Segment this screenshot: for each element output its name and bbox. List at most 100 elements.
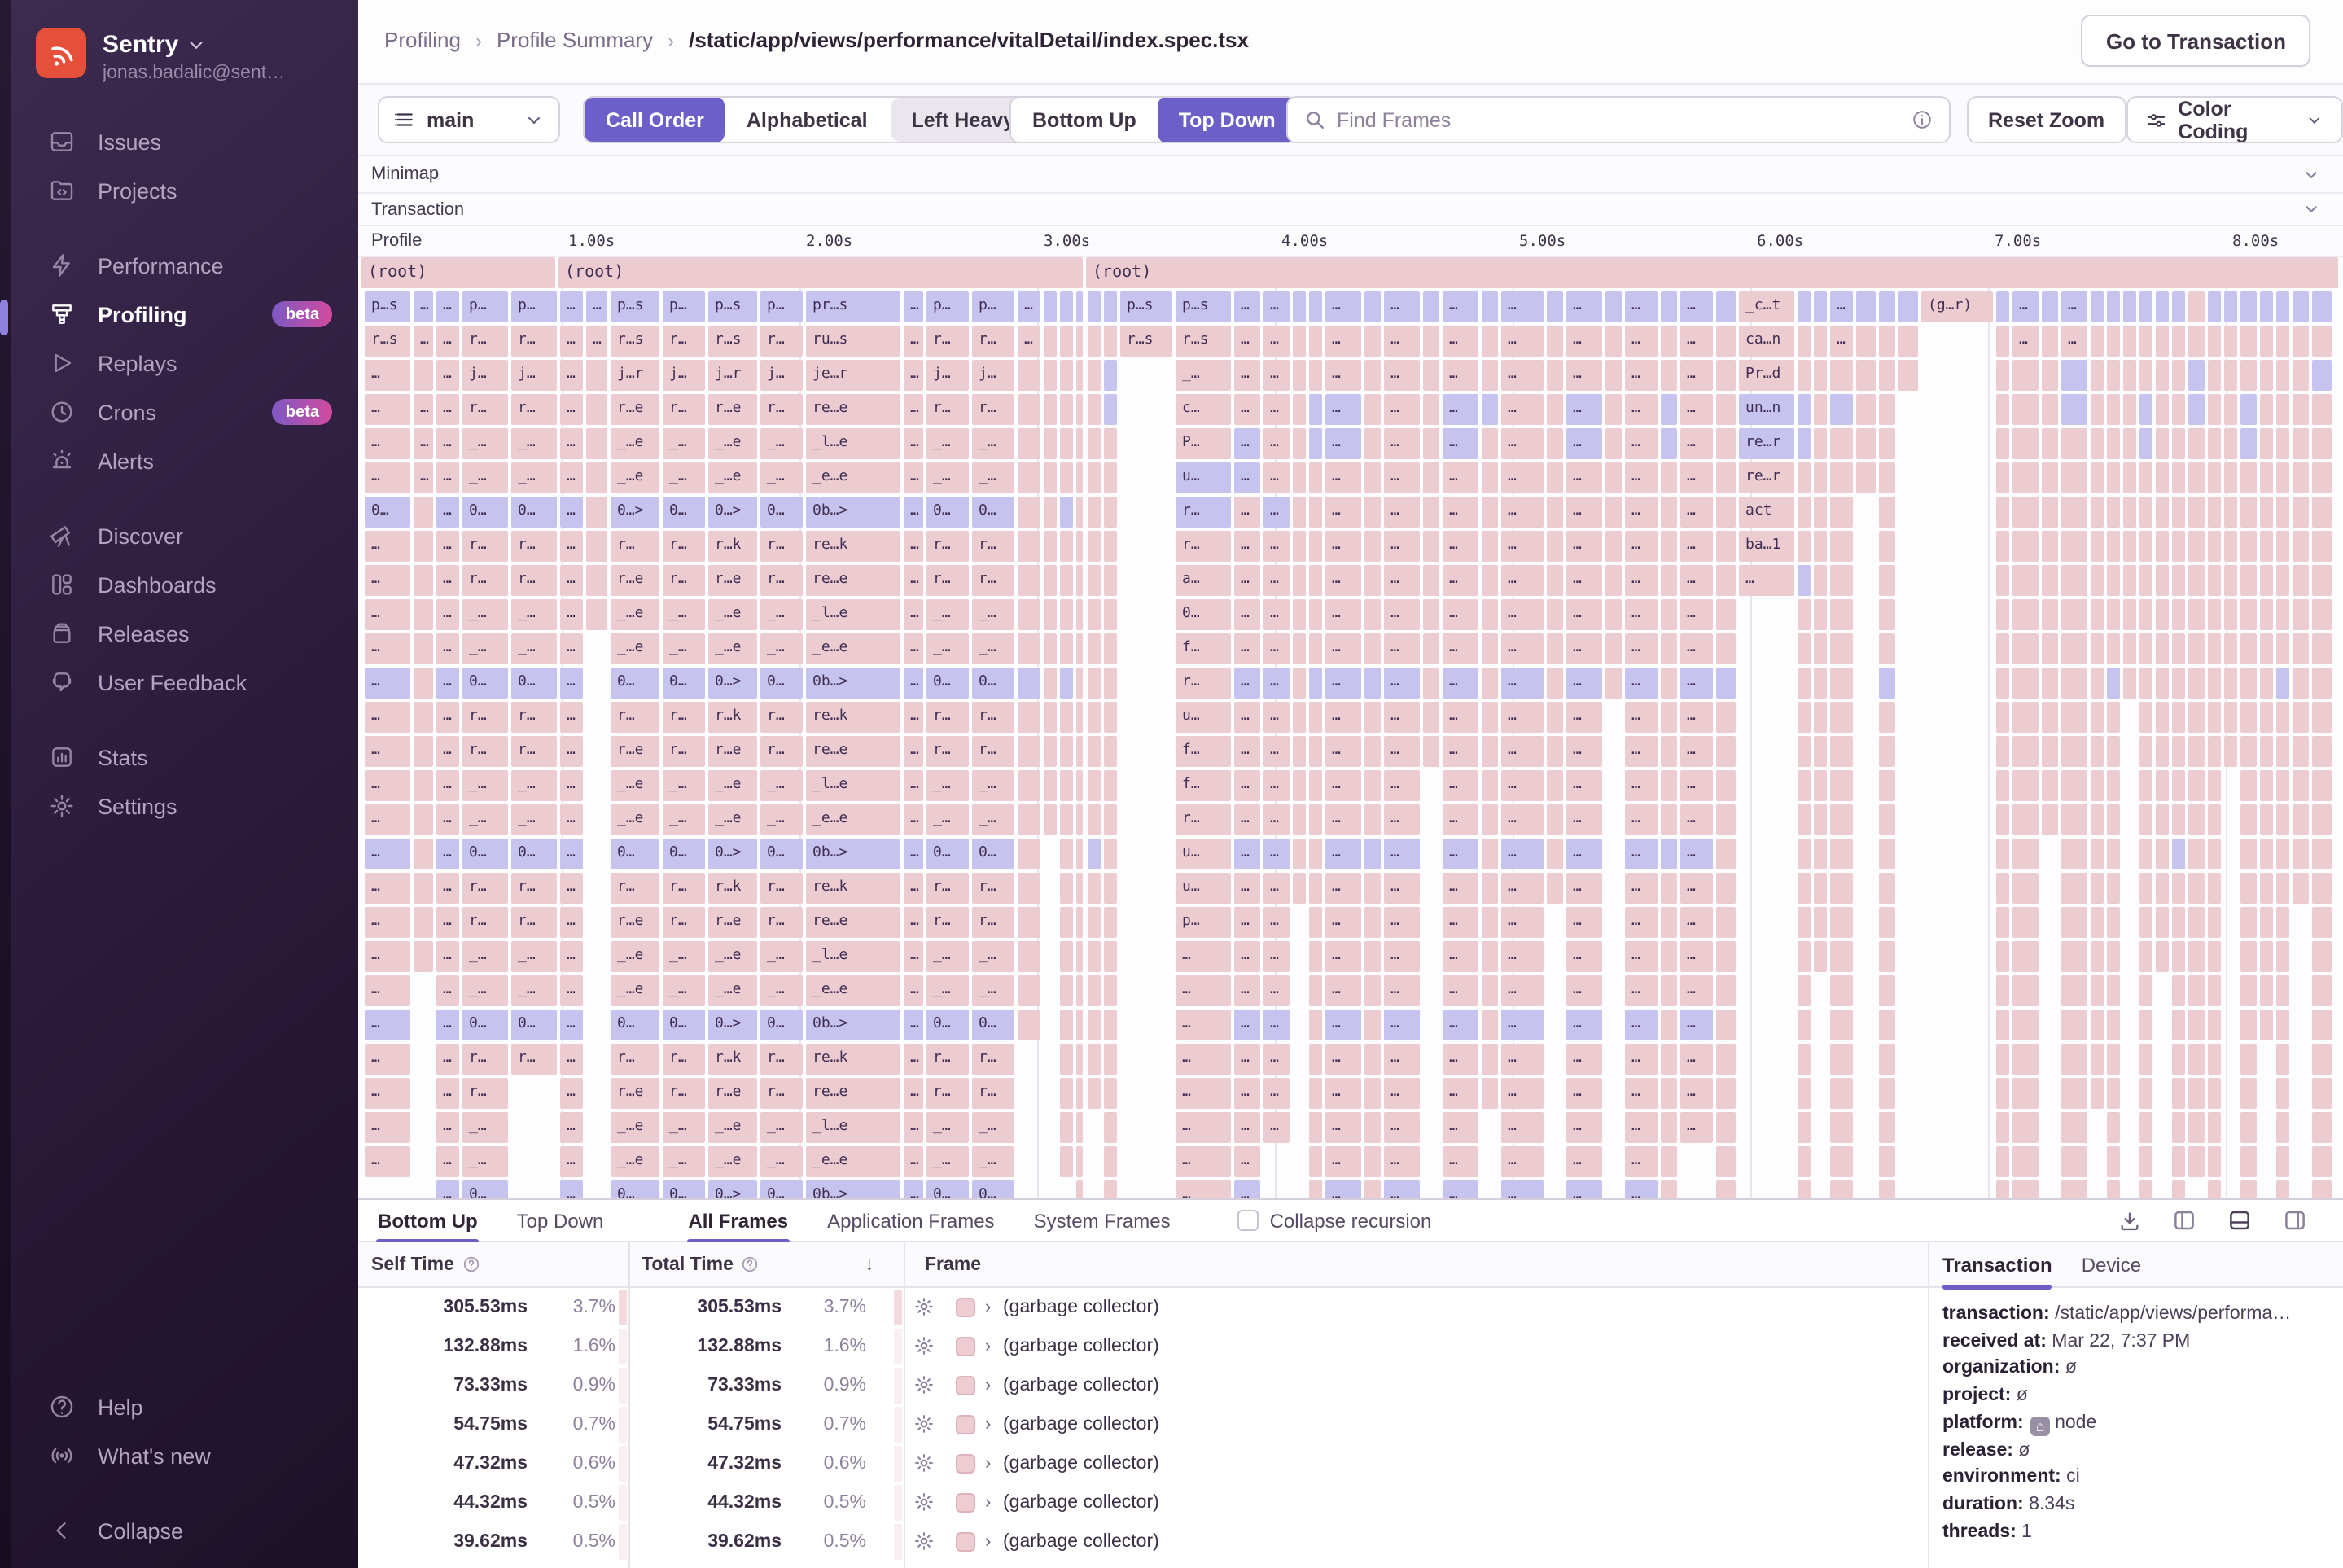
flamegraph-frame[interactable] xyxy=(1547,599,1563,630)
segment-alphabetical[interactable]: Alphabetical xyxy=(725,96,889,143)
flamegraph-frame[interactable]: _…e xyxy=(708,941,757,972)
flamegraph-frame[interactable] xyxy=(2208,941,2221,972)
flamegraph-frame[interactable]: … xyxy=(1263,531,1290,562)
flamegraph-frame[interactable] xyxy=(1309,531,1322,562)
flamegraph-frame[interactable] xyxy=(2012,941,2039,972)
flamegraph-frame[interactable] xyxy=(1293,839,1306,869)
flamegraph-frame[interactable] xyxy=(2042,428,2058,459)
flamegraph-frame[interactable] xyxy=(1018,941,1040,972)
flamegraph-frame[interactable] xyxy=(2061,1180,2087,1198)
flamegraph-frame[interactable]: p… xyxy=(511,291,557,322)
flamegraph-frame[interactable]: p… xyxy=(663,291,705,322)
flamegraph-frame[interactable] xyxy=(2188,360,2205,391)
flamegraph-frame[interactable]: … xyxy=(1234,702,1260,733)
flamegraph-frame[interactable]: _l…e xyxy=(806,1112,900,1143)
flamegraph-frame[interactable] xyxy=(1879,394,1895,425)
flamegraph-frame[interactable] xyxy=(2208,1010,2221,1040)
flamegraph-frame[interactable] xyxy=(1309,394,1322,425)
flamegraph-frame[interactable] xyxy=(2224,633,2237,664)
flamegraph-frame[interactable] xyxy=(1309,736,1322,767)
flamegraph-frame[interactable] xyxy=(2012,1112,2039,1143)
flamegraph-frame[interactable]: _… xyxy=(926,804,969,835)
flamegraph-frame[interactable] xyxy=(2139,1146,2152,1177)
flamegraph-frame[interactable] xyxy=(2240,668,2257,699)
flamegraph-frame[interactable] xyxy=(1060,736,1073,767)
flamegraph-frame[interactable]: … xyxy=(1501,873,1544,904)
flamegraph-frame[interactable] xyxy=(1716,907,1736,938)
flamegraph-frame[interactable] xyxy=(2293,702,2309,733)
flamegraph-frame[interactable] xyxy=(1309,633,1322,664)
flamegraph-frame[interactable]: _… xyxy=(462,804,508,835)
flamegraph-frame[interactable]: _… xyxy=(926,770,969,801)
flamegraph-frame[interactable]: … xyxy=(1501,1180,1544,1198)
flamegraph-frame[interactable] xyxy=(1104,531,1117,562)
flamegraph-frame[interactable]: … xyxy=(1625,770,1658,801)
flamegraph-frame[interactable] xyxy=(2091,736,2104,767)
flamegraph-frame[interactable]: … xyxy=(1680,531,1713,562)
flamegraph-frame[interactable] xyxy=(2107,975,2120,1006)
flamegraph-frame[interactable]: … xyxy=(1625,531,1658,562)
flamegraph-frame[interactable]: … xyxy=(904,565,923,596)
flamegraph-frame[interactable]: 0… xyxy=(760,1010,803,1040)
flamegraph-frame[interactable] xyxy=(1814,770,1827,801)
flamegraph-frame[interactable]: u… xyxy=(1176,702,1231,733)
flamegraph-frame[interactable] xyxy=(1856,394,1876,425)
flamegraph-frame[interactable]: _… xyxy=(972,1112,1014,1143)
flamegraph-frame[interactable] xyxy=(2139,736,2152,767)
flamegraph-frame[interactable] xyxy=(2188,531,2205,562)
flamegraph-frame[interactable]: … xyxy=(1176,1180,1231,1198)
flamegraph-frame[interactable]: … xyxy=(1501,599,1544,630)
flamegraph-frame[interactable] xyxy=(1798,462,1811,493)
flamegraph-frame[interactable] xyxy=(2012,565,2039,596)
flamegraph-frame[interactable]: … xyxy=(1830,326,1853,357)
self-time-header[interactable]: Self Time xyxy=(358,1242,493,1286)
flamegraph-frame[interactable] xyxy=(1814,873,1827,904)
flamegraph-frame[interactable] xyxy=(1088,668,1101,699)
flamegraph-frame[interactable]: … xyxy=(1263,1010,1290,1040)
flamegraph-frame[interactable] xyxy=(1482,839,1498,869)
flamegraph-frame[interactable] xyxy=(1716,633,1736,664)
flamegraph-frame[interactable]: 0…> xyxy=(708,1010,757,1040)
flamegraph-frame[interactable]: _…e xyxy=(708,462,757,493)
flamegraph-frame[interactable] xyxy=(2260,668,2273,699)
flamegraph-frame[interactable]: … xyxy=(904,736,923,767)
flamegraph-frame[interactable] xyxy=(1482,702,1498,733)
flamegraph-frame[interactable] xyxy=(1018,770,1040,801)
flamegraph-frame[interactable] xyxy=(1716,428,1736,459)
flamegraph-frame[interactable] xyxy=(2293,462,2309,493)
flamegraph-frame[interactable] xyxy=(1104,804,1117,835)
flamegraph-frame[interactable] xyxy=(2061,462,2087,493)
flamegraph-frame[interactable] xyxy=(2172,1146,2185,1177)
flamegraph-frame[interactable] xyxy=(2091,428,2104,459)
flamegraph-frame[interactable]: _… xyxy=(972,633,1014,664)
flamegraph-frame[interactable]: p… xyxy=(1176,907,1231,938)
flamegraph-frame[interactable] xyxy=(2123,326,2136,357)
flamegraph-frame[interactable]: … xyxy=(1680,770,1713,801)
flamegraph-frame[interactable]: … xyxy=(1234,1010,1260,1040)
flamegraph-frame[interactable] xyxy=(1830,394,1853,425)
flamegraph-frame[interactable] xyxy=(1879,941,1895,972)
flamegraph-frame[interactable] xyxy=(1076,839,1083,869)
flamegraph-frame[interactable]: … xyxy=(1384,839,1420,869)
flamegraph-frame[interactable] xyxy=(1104,1044,1117,1075)
flamegraph-frame[interactable] xyxy=(1605,428,1622,459)
flamegraph-frame[interactable]: r… xyxy=(926,565,969,596)
flamegraph-frame[interactable]: _… xyxy=(511,633,557,664)
flamegraph-frame[interactable]: … xyxy=(1566,736,1602,767)
flamegraph-frame[interactable] xyxy=(1798,668,1811,699)
flamegraph-frame[interactable]: _… xyxy=(926,633,969,664)
flamegraph-frame[interactable] xyxy=(1364,839,1381,869)
flamegraph-frame[interactable] xyxy=(1088,702,1101,733)
flamegraph-frame[interactable] xyxy=(1879,668,1895,699)
flamegraph-frame[interactable] xyxy=(1798,1078,1811,1109)
flamegraph-frame[interactable]: re…r xyxy=(1739,462,1794,493)
table-row[interactable]: 39.62ms0.5%39.62ms0.5%›(garbage collecto… xyxy=(358,1522,1928,1561)
flamegraph-frame[interactable]: … xyxy=(414,326,433,357)
flamegraph-frame[interactable] xyxy=(1547,770,1563,801)
flamegraph-frame[interactable] xyxy=(1060,360,1073,391)
flamegraph-frame[interactable]: … xyxy=(1234,1078,1260,1109)
flamegraph-frame[interactable]: 0… xyxy=(972,839,1014,869)
flamegraph-frame[interactable]: r… xyxy=(663,394,705,425)
flamegraph-frame[interactable] xyxy=(2208,668,2221,699)
flamegraph-frame[interactable]: 0… xyxy=(972,497,1014,528)
